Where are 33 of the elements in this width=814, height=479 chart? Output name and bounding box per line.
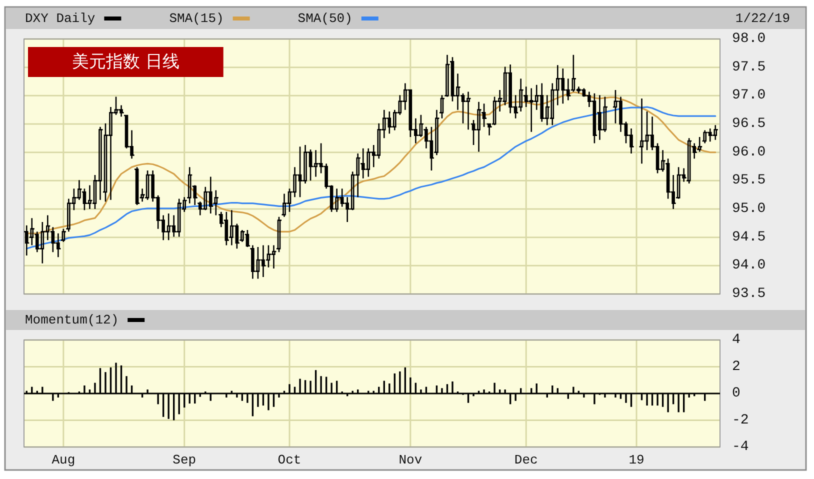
x-tick-label: Oct (278, 452, 302, 468)
y-tick-label: -4 (732, 439, 749, 455)
y-tick-label: 97.5 (732, 59, 766, 76)
line-series (26, 91, 716, 234)
x-tick-label: 19 (628, 452, 644, 468)
candlestick (60, 228, 67, 243)
y-tick-label: -2 (732, 412, 749, 428)
candlestick (438, 94, 446, 119)
legend-label: DXY Daily (25, 11, 96, 26)
legend-label: SMA(50) (298, 11, 352, 26)
candlestick (702, 130, 708, 144)
line-series (26, 106, 716, 250)
y-tick-label: 93.5 (732, 286, 766, 302)
y-tick-label: 95.5 (732, 172, 766, 189)
legend-label: SMA(15) (169, 11, 224, 26)
x-tick-label: Aug (52, 452, 76, 468)
text: 1/22/19 (735, 11, 790, 26)
y-tick-label: 94.5 (732, 229, 766, 246)
x-tick-label: Dec (514, 452, 538, 468)
y-tick-label: 94.0 (732, 258, 766, 274)
y-tick-label: 97.0 (732, 88, 766, 104)
y-tick-label: 0 (732, 386, 740, 402)
legend-label: Momentum(12) (25, 312, 119, 328)
y-tick-label: 4 (732, 332, 740, 348)
y-tick-label: 98.0 (732, 31, 766, 47)
text: 美元指数 日线 (72, 52, 180, 72)
y-tick-label: 95.0 (732, 201, 766, 217)
candlestick (276, 216, 282, 253)
x-tick-label: Sep (172, 452, 196, 468)
y-tick-label: 96.0 (732, 144, 766, 160)
y-tick-label: 96.5 (732, 116, 766, 132)
y-tick-label: 2 (732, 358, 740, 375)
x-tick-label: Nov (398, 452, 422, 468)
